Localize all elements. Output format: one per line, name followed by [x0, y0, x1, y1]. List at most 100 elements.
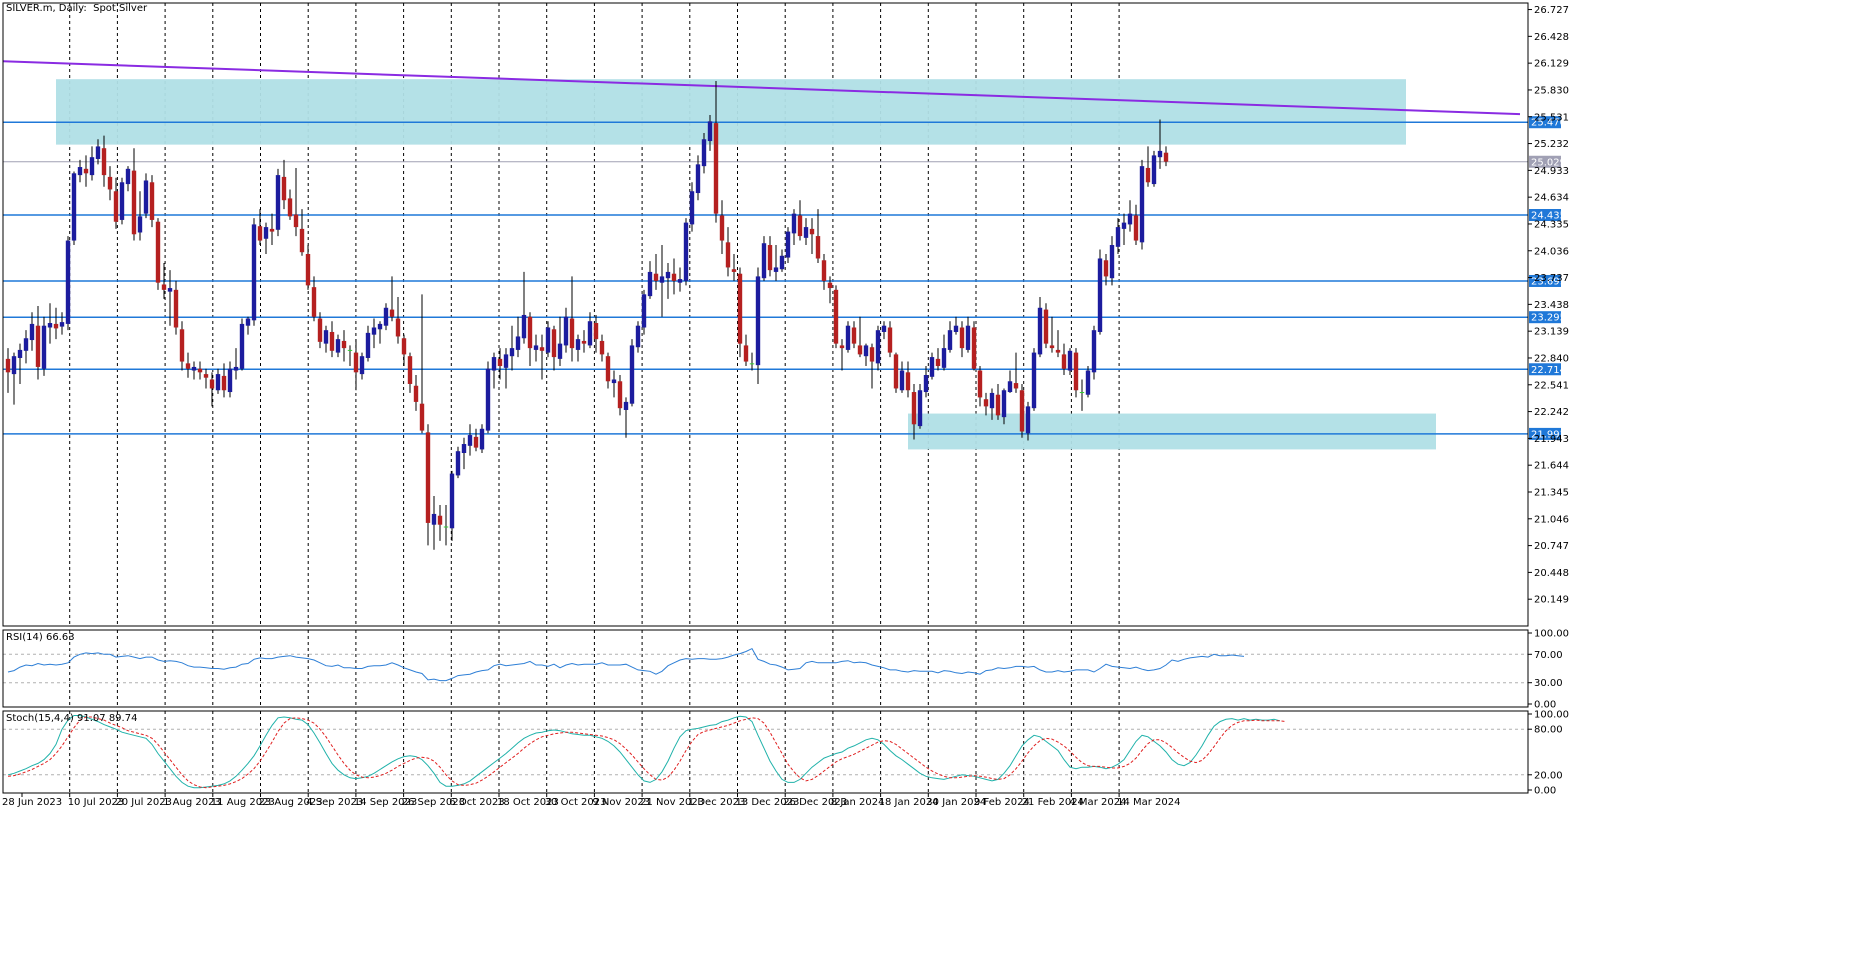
candle-body — [713, 123, 719, 214]
candle-body — [575, 339, 581, 350]
candle-body — [479, 428, 485, 450]
candle-body — [827, 282, 833, 289]
candle-body — [431, 513, 437, 525]
candle-body — [1109, 245, 1115, 279]
candle-body — [1073, 352, 1079, 391]
candle-body — [317, 318, 323, 342]
candle-body — [1055, 349, 1061, 353]
candle-body — [611, 379, 617, 384]
supply-demand-zone — [56, 79, 1406, 145]
x-tick-label: 8 Jan 2024 — [831, 797, 885, 808]
candle-body — [515, 336, 521, 350]
candle-body — [743, 345, 749, 362]
candle-body — [1121, 222, 1127, 229]
candle-body — [899, 370, 905, 391]
y-tick-label: 21.644 — [1534, 461, 1569, 472]
candle-body — [341, 340, 347, 349]
candle-body — [809, 228, 815, 235]
candle-body — [371, 327, 377, 335]
y-tick-label: 26.428 — [1534, 32, 1569, 43]
candle-body — [623, 401, 629, 410]
candle-body — [185, 363, 191, 369]
x-tick-label: 18 Oct 2023 — [497, 797, 559, 808]
rsi-pane-frame — [2, 629, 1529, 708]
x-tick-label: 1 Dec 2023 — [688, 797, 746, 808]
candle-body — [311, 287, 317, 317]
rsi-line — [7, 647, 1245, 682]
candle-body — [1139, 166, 1145, 243]
candle-body — [365, 332, 371, 358]
candle-body — [1001, 390, 1007, 418]
indicator-y-tick-label: 100.00 — [1534, 629, 1569, 640]
indicator-y-tick-label: 0.00 — [1534, 786, 1556, 797]
y-tick-label: 22.242 — [1534, 407, 1569, 418]
candle-body — [89, 157, 95, 176]
chart-title: SILVER.m, Daily: Spot Silver — [6, 3, 148, 14]
candle-body — [167, 288, 173, 292]
candle-body — [419, 403, 425, 431]
candle-body — [1163, 152, 1169, 162]
candle-body — [1097, 258, 1103, 332]
candle-body — [947, 330, 953, 350]
candle-body — [1133, 215, 1139, 241]
indicators-layer — [3, 647, 1528, 789]
y-tick-label: 24.933 — [1534, 166, 1569, 177]
candle-body — [455, 451, 461, 476]
level-price-tag — [1529, 427, 1561, 440]
candle-body — [473, 436, 479, 448]
trendline — [2, 60, 1521, 116]
x-tick-label: 9 Feb 2024 — [974, 797, 1030, 808]
level-price-tag — [1529, 116, 1561, 129]
candle-body — [557, 343, 563, 359]
candle-body — [119, 182, 125, 220]
candle-body — [83, 168, 89, 174]
candle-body — [737, 273, 743, 344]
x-tick-label: 30 Jan 2024 — [926, 797, 986, 808]
candle-body — [527, 316, 533, 349]
candle-body — [383, 307, 389, 326]
candle-body — [143, 180, 149, 214]
current-price-tag — [1529, 155, 1561, 168]
candle-body — [149, 182, 155, 220]
x-tick-label: 26 Sep 2023 — [402, 797, 465, 808]
level-price-label: 23.699 — [1531, 276, 1566, 287]
candle-body — [1151, 155, 1157, 185]
y-tick-label: 25.232 — [1534, 139, 1569, 150]
indicator-y-tick-label: 70.00 — [1534, 650, 1563, 661]
candle-body — [173, 289, 179, 328]
candle-body — [917, 390, 923, 427]
candle-body — [461, 444, 467, 453]
candle-body — [245, 318, 251, 326]
candle-body — [923, 375, 929, 393]
candle-body — [593, 323, 599, 340]
candle-body — [155, 221, 161, 283]
candle-body — [47, 323, 53, 328]
y-tick-label: 21.046 — [1534, 514, 1569, 525]
candle-body — [545, 327, 551, 353]
candle-body — [797, 215, 803, 237]
candle-body — [887, 327, 893, 353]
candle-body — [335, 339, 341, 353]
x-tick-label: 4 Sep 2023 — [306, 797, 363, 808]
candle-body — [683, 222, 689, 281]
level-price-tag — [1529, 311, 1561, 324]
candle-body — [257, 226, 263, 241]
candle-body — [293, 214, 299, 228]
x-tick-label: 14 Mar 2024 — [1117, 797, 1180, 808]
x-tick-label: 21 Feb 2024 — [1022, 797, 1084, 808]
candle-body — [203, 374, 209, 378]
candle-body — [581, 340, 587, 344]
candle-body — [845, 325, 851, 350]
candle-body — [191, 366, 197, 371]
candle-body — [1079, 392, 1085, 394]
candle-body — [1037, 307, 1043, 355]
candle-body — [1091, 330, 1097, 373]
candle-body — [971, 327, 977, 369]
candle-body — [677, 279, 683, 283]
candle-body — [323, 330, 329, 344]
zones-layer — [56, 79, 1436, 450]
stoch-pane-frame — [2, 710, 1529, 794]
candle-body — [995, 394, 1001, 416]
indicator-y-tick-label: 30.00 — [1534, 678, 1563, 689]
